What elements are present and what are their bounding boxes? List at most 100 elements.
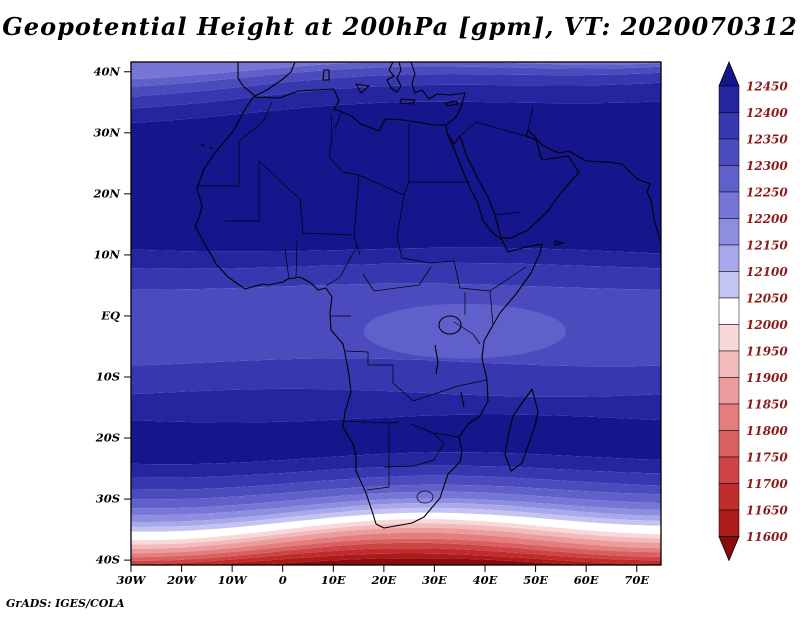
colorbar-segment — [718, 244, 740, 272]
colorbar-label: 12350 — [746, 133, 788, 147]
contour-band — [131, 72, 661, 109]
colorbar-segment — [718, 350, 740, 378]
contour-band — [131, 484, 661, 509]
colorbar-segment — [718, 430, 740, 458]
colorbar-segment — [718, 85, 740, 113]
colorbar-label: 12250 — [746, 186, 788, 200]
lon-tick-label: 20W — [166, 573, 197, 587]
contour-band — [131, 452, 661, 478]
colorbar-segment — [718, 297, 740, 325]
contour-band — [131, 519, 661, 545]
colorbar-segment — [718, 218, 740, 246]
colorbar-segment — [718, 377, 740, 405]
contour-band — [131, 247, 661, 269]
colorbar-segment — [718, 271, 740, 299]
colorbar-label: 11600 — [746, 530, 788, 544]
contour-band — [131, 62, 661, 87]
lon-tick-label: 30E — [422, 573, 447, 587]
lat-tick-label: 10N — [93, 247, 120, 261]
coastlines-path — [194, 62, 661, 529]
colorbar-label: 12050 — [746, 292, 788, 306]
colorbar-label: 12200 — [746, 212, 788, 226]
lon-tick-label: 10E — [321, 573, 346, 587]
contour-fill — [131, 62, 661, 565]
colorbar-label: 11900 — [746, 371, 788, 385]
contour-band — [131, 262, 661, 290]
contour-band — [131, 62, 661, 80]
colorbar-label: 12450 — [746, 80, 788, 94]
colorbar-segment — [718, 509, 740, 537]
colorbar-label: 11800 — [746, 424, 788, 438]
contour-band — [131, 498, 661, 522]
lat-tick-label: 10S — [96, 369, 120, 383]
grads-credit: GrADS: IGES/COLA — [6, 597, 125, 610]
colorbar-segment — [718, 138, 740, 166]
lat-tick-label: EQ — [100, 308, 120, 322]
contour-band — [131, 527, 661, 554]
plot-frame — [130, 61, 662, 566]
contour-band — [131, 507, 661, 532]
map-overlays — [194, 62, 661, 529]
lat-tick-label: 20N — [92, 186, 120, 200]
colorbar-segment — [718, 112, 740, 140]
lat-tick-label: 30S — [96, 492, 120, 506]
plot-area — [131, 62, 661, 565]
colorbar-group: 12450 12400 12350 12300 12250 12200 12150 12100… — [718, 60, 788, 562]
contour-band — [201, 553, 661, 565]
contour-band — [256, 558, 589, 565]
colorbar-label: 11750 — [746, 451, 788, 465]
lon-tick-label: 20E — [370, 573, 396, 587]
lat-tick-label: 20S — [95, 431, 120, 445]
contour-band — [131, 538, 661, 561]
contour-band — [131, 512, 661, 541]
contour-band — [131, 465, 661, 490]
lon-tick-label: 40E — [473, 573, 498, 587]
colorbar: 12450 12400 12350 12300 12250 12200 12150 12100… — [718, 60, 788, 562]
colorbar-segment — [718, 483, 740, 511]
colorbar-label: 12400 — [746, 106, 788, 120]
colorbar-label: 12150 — [746, 239, 788, 253]
plot-title: Geopotential Height at 200hPa [gpm], VT:… — [2, 12, 798, 41]
map-canvas: 40N 30N 20N 10N EQ 10S 20S 30S 40S 30W 20W 10W 0 10E 2… — [92, 61, 662, 587]
contour-band — [131, 388, 661, 423]
contour-band — [131, 82, 661, 123]
lon-tick-label: 10W — [218, 573, 248, 587]
contour-band — [131, 491, 661, 516]
colorbar-segment — [718, 165, 740, 193]
lat-tick-label: 40N — [93, 64, 120, 78]
contour-band — [131, 66, 661, 97]
colorbar-segment — [718, 324, 740, 352]
colorbar-label: 12100 — [746, 265, 788, 279]
colorbar-segment — [718, 191, 740, 219]
colorbar-label: 11850 — [746, 398, 788, 412]
contour-band — [131, 502, 661, 527]
colorbar-arrow-bottom — [718, 536, 740, 562]
contour-band — [131, 358, 661, 397]
contour-band — [131, 542, 661, 565]
contour-band — [131, 101, 661, 254]
lon-tick-label: 50E — [523, 573, 548, 587]
equatorial-light-patch — [363, 303, 566, 359]
colorbar-segment — [718, 403, 740, 431]
lon-tick-label: 30W — [117, 573, 147, 587]
contour-band — [131, 475, 661, 500]
colorbar-label: 12300 — [746, 159, 788, 173]
axes: 40N 30N 20N 10N EQ 10S 20S 30S 40S 30W 20W 10W 0 10E 2… — [92, 64, 649, 587]
colorbar-label: 11950 — [746, 345, 788, 359]
country-borders-path — [197, 101, 534, 504]
colorbar-label: 12000 — [746, 318, 788, 332]
contour-band — [131, 523, 661, 549]
colorbar-label: 11700 — [746, 477, 788, 491]
colorbar-segment — [718, 456, 740, 484]
contour-band — [131, 532, 661, 558]
colorbar-arrow-top — [718, 60, 740, 87]
contour-band — [131, 414, 661, 465]
lon-tick-label: 70E — [624, 573, 649, 587]
lon-tick-label: 60E — [574, 573, 599, 587]
contour-band — [131, 548, 661, 565]
colorbar-label: 11650 — [746, 504, 788, 518]
lat-tick-label: 30N — [93, 125, 120, 139]
lon-tick-label: 0 — [279, 573, 287, 587]
lat-tick-label: 40S — [96, 553, 120, 567]
